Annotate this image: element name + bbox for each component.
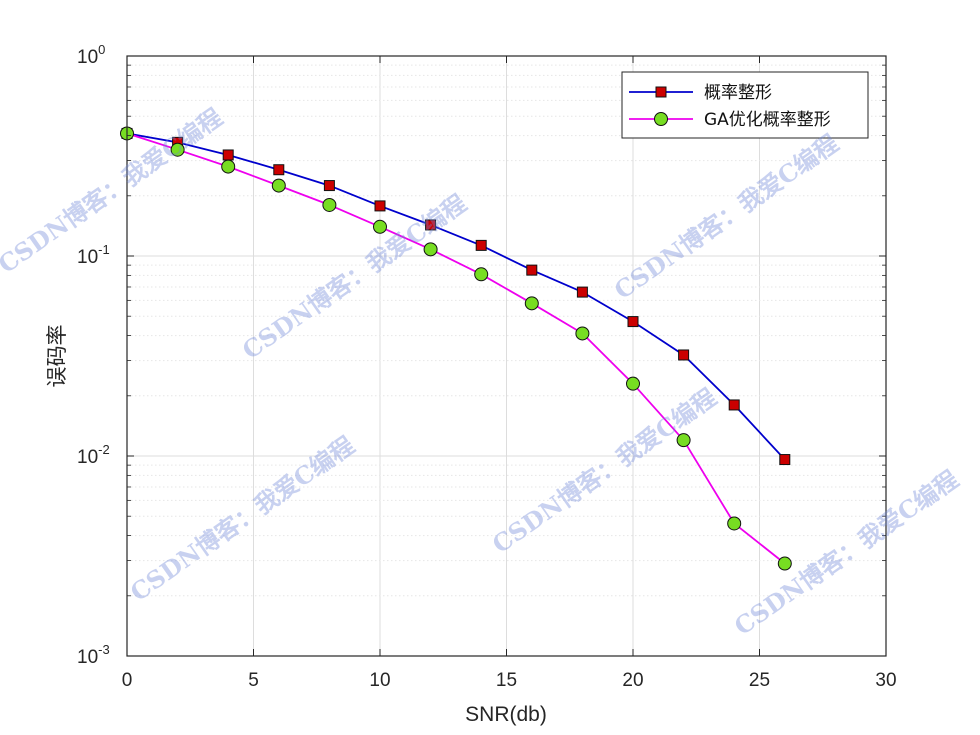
series-1-point [779,454,791,466]
series-2-point [373,219,387,234]
legend-label-2: GA优化概率整形 [704,110,831,130]
series-2-point [676,433,691,448]
series-1-point [273,164,285,176]
y-axis-title: 误码率 [46,325,69,388]
series-2-point [777,556,792,571]
y-tick-label: 100 [77,42,105,68]
series-2-point [626,376,640,391]
series-1-point [678,349,690,361]
legend-marker-circle [654,112,668,126]
x-tick-label: 30 [875,670,896,691]
series-2-point [727,516,742,531]
y-tick-labels: 100 10-1 10-2 10-3 [77,42,110,668]
series-2-point [474,267,489,282]
series-2-point [575,326,590,341]
legend: 概率整形 GA优化概率整形 [621,71,869,139]
series-layer [120,126,792,571]
series-2-point [322,197,337,212]
axis-ticks [126,55,887,657]
x-tick-label: 25 [749,670,770,691]
series-2-point [221,159,236,174]
x-axis-title: SNR(db) [465,703,547,726]
legend-label-1: 概率整形 [704,83,772,103]
series-1-point [627,316,639,328]
x-tick-label: 0 [122,670,133,691]
series-2-point [423,242,438,257]
y-tick-label: 10-1 [77,242,110,268]
series-1-point [576,286,588,298]
y-tick-label: 10-3 [77,642,110,668]
series-line-1 [126,132,786,461]
y-tick-label: 10-2 [77,442,110,468]
series-1-point [425,219,437,231]
series-1-point [222,149,234,161]
series-1-point [728,399,740,411]
x-tick-label: 5 [248,670,259,691]
legend-marker-square [655,86,667,98]
x-tick-labels: 0 5 10 15 20 25 30 [122,670,897,691]
legend-box [621,71,869,139]
series-1-point [526,264,538,276]
series-line-2 [126,132,786,565]
series-2-point [524,296,539,311]
series-1-point [475,239,487,251]
series-2-point [170,142,185,157]
series-2-point [271,178,286,193]
series-1-point [374,200,386,212]
series-1-point [323,180,335,192]
x-tick-label: 15 [496,670,517,691]
x-tick-label: 10 [369,670,390,691]
x-tick-label: 20 [622,670,643,691]
